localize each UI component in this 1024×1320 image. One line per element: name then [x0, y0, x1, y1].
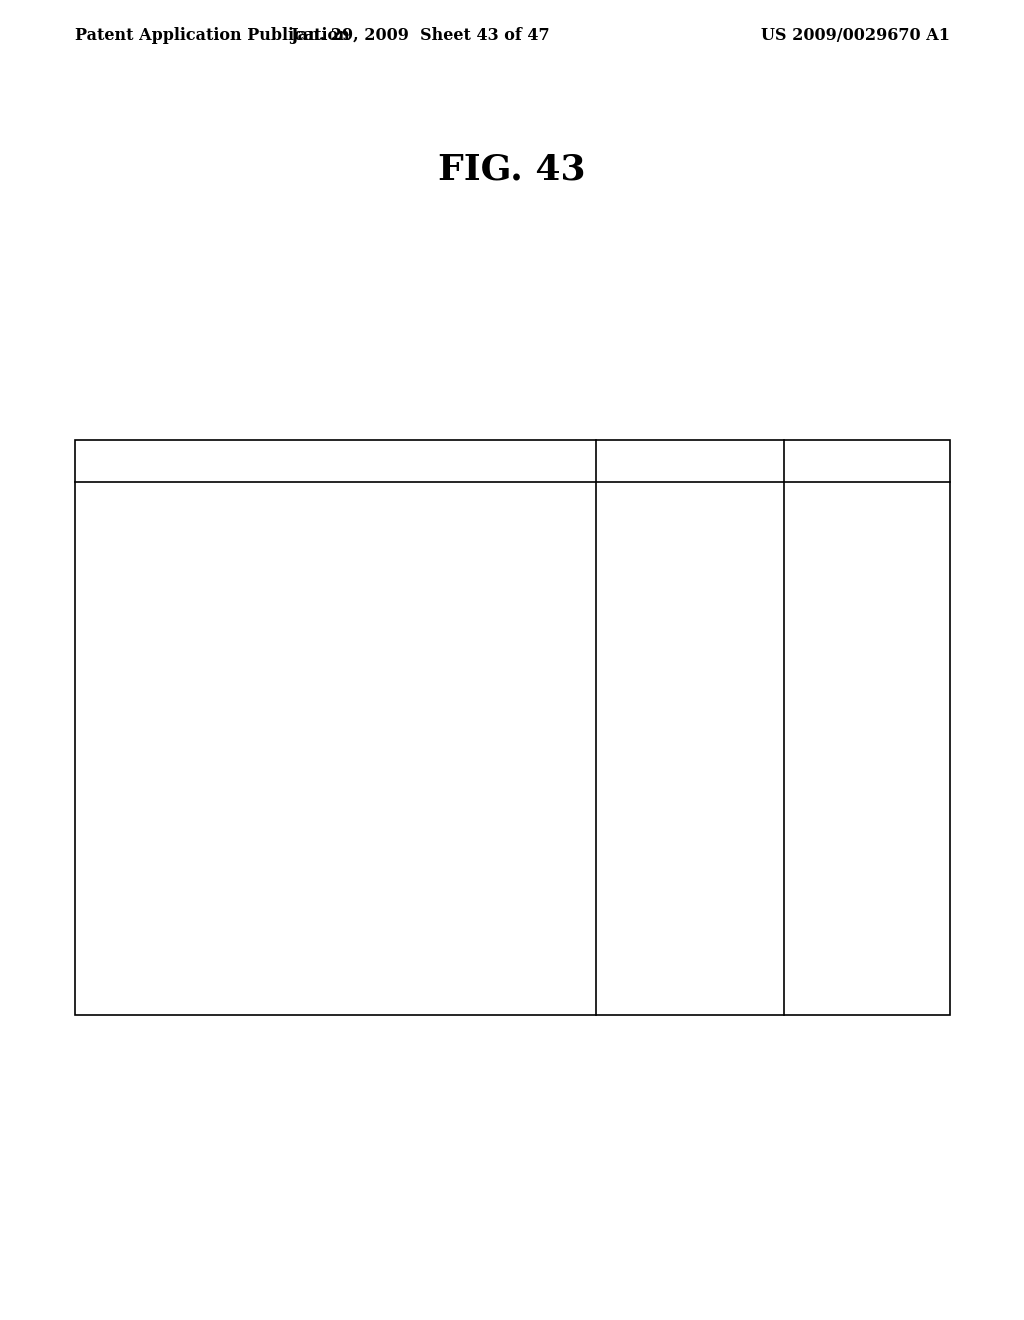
Text: 2: 2 — [684, 833, 695, 850]
Text: 3: 3 — [684, 620, 695, 638]
Text: bslbf: bslbf — [845, 966, 889, 983]
Text: uimsbf: uimsbf — [837, 566, 897, 583]
Text: TNoG: TNoG — [105, 940, 156, 957]
Text: uimsbf: uimsbf — [837, 647, 897, 664]
Text: bslbf: bslbf — [845, 807, 889, 824]
Text: 3: 3 — [684, 513, 695, 531]
Text: Parade_repetition_cycle: Parade_repetition_cycle — [105, 647, 315, 664]
Text: 2: 2 — [684, 754, 695, 771]
Text: RS_Frame_mode: RS_Frame_mode — [105, 673, 254, 690]
Text: FIG. 43: FIG. 43 — [438, 153, 586, 187]
Text: 26: 26 — [679, 966, 700, 983]
Text: Parade_id: Parade_id — [105, 566, 191, 583]
Text: uimsbf: uimsbf — [837, 594, 897, 610]
Text: uimsbf: uimsbf — [837, 620, 897, 638]
Text: Jan. 29, 2009  Sheet 43 of 47: Jan. 29, 2009 Sheet 43 of 47 — [290, 26, 550, 44]
Text: RS_code_mode_primary: RS_code_mode_primary — [105, 700, 316, 717]
Text: SCCC_outer_code_mode_B: SCCC_outer_code_mode_B — [105, 807, 342, 824]
Text: No. of bits: No. of bits — [644, 453, 735, 470]
Text: 5: 5 — [684, 940, 695, 957]
Text: Sub-Frame_number: Sub-Frame_number — [105, 513, 281, 531]
Text: bslbf: bslbf — [845, 673, 889, 690]
Text: starting_Group_number: starting_Group_number — [105, 594, 315, 610]
Text: uimsbf: uimsbf — [837, 913, 897, 931]
Text: Parade_continuity_counter: Parade_continuity_counter — [105, 913, 341, 931]
Text: 4: 4 — [684, 540, 695, 557]
Text: SCCC_outer_code_mode_D: SCCC_outer_code_mode_D — [105, 859, 343, 876]
Text: 2: 2 — [684, 859, 695, 876]
Text: 2: 2 — [684, 700, 695, 717]
Text: RS_code_mode_secondary: RS_code_mode_secondary — [105, 727, 337, 743]
Text: SCCC_outer_code_mode_A: SCCC_outer_code_mode_A — [105, 780, 342, 797]
Text: Patent Application Publication: Patent Application Publication — [75, 26, 350, 44]
Text: Slot_number: Slot_number — [105, 540, 217, 557]
Text: bslbf: bslbf — [845, 780, 889, 797]
Text: uimsbf: uimsbf — [837, 887, 897, 904]
Text: 2: 2 — [684, 673, 695, 690]
Text: uimsbf: uimsbf — [837, 513, 897, 531]
Text: 4: 4 — [684, 913, 695, 931]
Text: bslbf: bslbf — [845, 833, 889, 850]
Text: 2: 2 — [684, 727, 695, 743]
Text: bslbf: bslbf — [845, 754, 889, 771]
Text: 3: 3 — [684, 647, 695, 664]
Text: reserved: reserved — [105, 966, 182, 983]
Text: uimsbf: uimsbf — [837, 940, 897, 957]
Text: 2: 2 — [684, 807, 695, 824]
Text: 4: 4 — [684, 594, 695, 610]
Text: FIC_version: FIC_version — [105, 887, 211, 904]
Text: bslbf: bslbf — [845, 727, 889, 743]
Text: }: } — [87, 993, 98, 1010]
Text: US 2009/0029670 A1: US 2009/0029670 A1 — [761, 26, 950, 44]
Text: 2: 2 — [684, 780, 695, 797]
Text: Format: Format — [835, 453, 899, 470]
Text: bslbf: bslbf — [845, 859, 889, 876]
Text: 7: 7 — [684, 566, 695, 583]
Text: uimsbf: uimsbf — [837, 540, 897, 557]
Text: Syntax: Syntax — [305, 453, 366, 470]
Text: 5: 5 — [684, 887, 695, 904]
Text: bslbf: bslbf — [845, 700, 889, 717]
Text: SCCC_Block_mode: SCCC_Block_mode — [105, 754, 272, 771]
Text: number_of_Groups: number_of_Groups — [105, 620, 272, 638]
Text: SCCC_outer_code_mode_C: SCCC_outer_code_mode_C — [105, 833, 343, 850]
Text: TPC_data {: TPC_data { — [87, 487, 187, 504]
